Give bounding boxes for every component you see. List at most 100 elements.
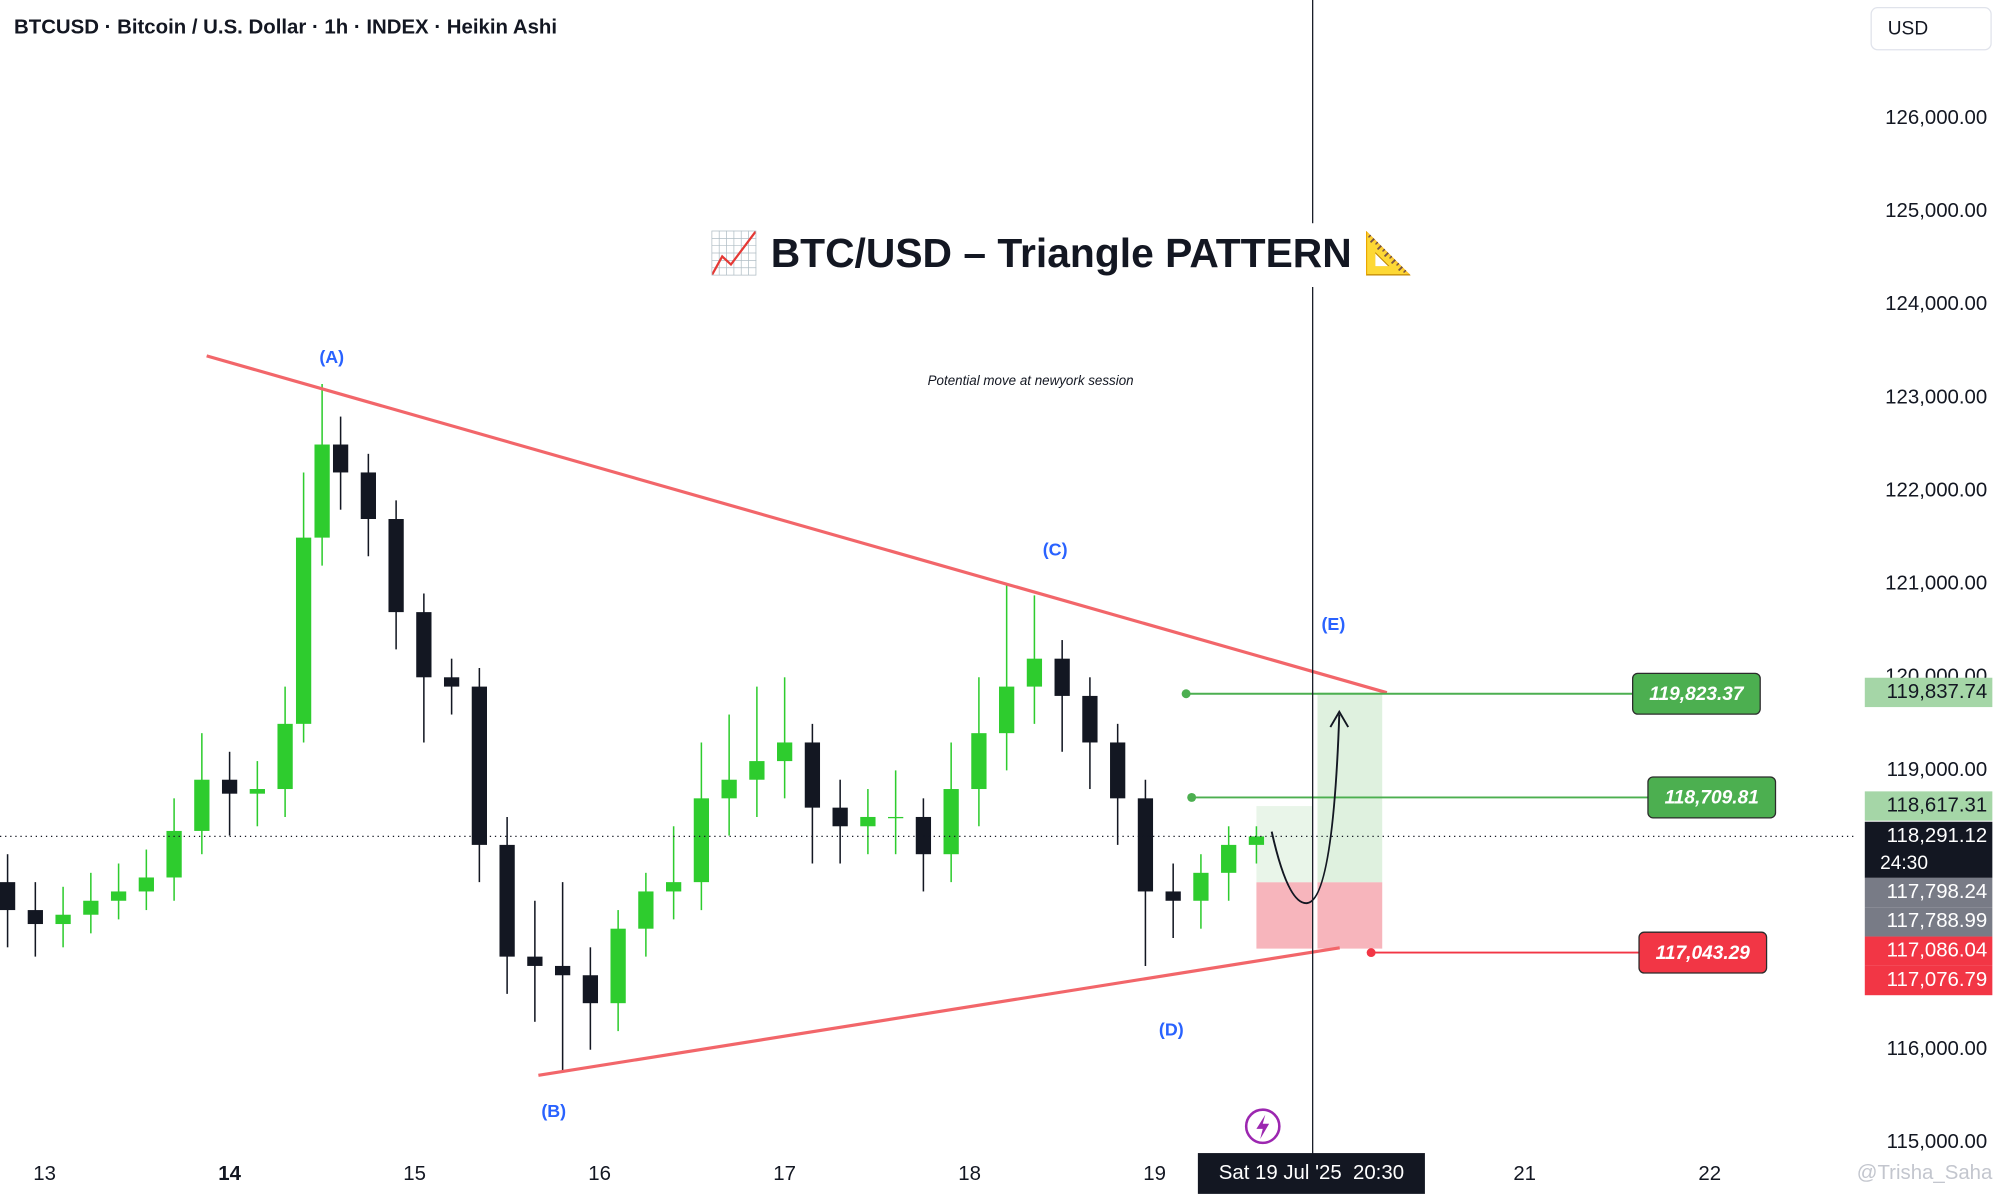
y-tick-label: 125,000.00 xyxy=(1885,200,1987,222)
chart-title: 📈 BTC/USD – Triangle PATTERN 📐 xyxy=(709,230,1414,276)
y-tick-label: 126,000.00 xyxy=(1885,107,1987,129)
plot-area xyxy=(0,354,1856,1077)
trendline xyxy=(538,946,1340,1077)
position-zone xyxy=(1256,882,1312,949)
title-backdrop xyxy=(695,223,1429,287)
currency-label[interactable]: USD xyxy=(1888,18,1928,39)
candle-body xyxy=(860,816,876,827)
candle-body xyxy=(749,761,765,780)
candle-body xyxy=(499,844,515,957)
target-label-box xyxy=(1638,931,1768,974)
crosshair-x-label-box xyxy=(1197,1153,1425,1194)
candle-body xyxy=(360,472,376,520)
target-dot xyxy=(1366,948,1376,958)
price-badge xyxy=(1864,791,1993,821)
candle-body xyxy=(1054,658,1070,696)
y-tick-label: 115,000.00 xyxy=(1887,1131,1988,1153)
wave-label: (A) xyxy=(319,347,344,367)
y-tick-label: 123,000.00 xyxy=(1885,386,1987,408)
crosshair-x-label: Sat 19 Jul '25 20:30 xyxy=(1219,1162,1404,1184)
target-dot xyxy=(1187,792,1197,802)
price-badge xyxy=(1864,877,1993,908)
candle-body xyxy=(1248,836,1265,845)
price-badge-label: 119,837.74 xyxy=(1887,681,1988,703)
candle-body xyxy=(915,816,932,855)
candle-body xyxy=(554,965,571,976)
candle-body xyxy=(249,789,265,794)
price-badge-label: 117,076.79 xyxy=(1887,969,1988,991)
y-tick-label: 124,000.00 xyxy=(1885,293,1987,315)
candle-body xyxy=(610,928,626,1004)
x-tick-label: 13 xyxy=(33,1163,56,1185)
candle-body xyxy=(888,816,904,819)
candle-body xyxy=(638,891,654,929)
target-label-box xyxy=(1632,672,1761,715)
candle-body xyxy=(443,677,460,687)
price-badge-label: 118,617.31 xyxy=(1887,794,1988,816)
wave-label: (B) xyxy=(541,1101,566,1121)
candle-body xyxy=(1193,872,1209,901)
overlay: 119,823.37 118,709.81 117,043.29 (A) (B) (C) (… xyxy=(319,0,1777,1161)
candle-body xyxy=(194,779,210,831)
price-badge-label: 118,291.12 xyxy=(1887,825,1988,847)
watermark: @Trisha_Saha xyxy=(1857,1162,1993,1184)
x-tick-label: 14 xyxy=(218,1163,241,1185)
y-tick-label: 122,000.00 xyxy=(1885,479,1987,501)
event-icon-bolt xyxy=(1256,1114,1270,1140)
candle-body xyxy=(332,444,349,473)
candle-body xyxy=(1137,798,1154,892)
candle-body xyxy=(971,733,987,790)
candle-body xyxy=(1165,891,1181,901)
currency-button[interactable] xyxy=(1870,7,1992,51)
candle-body xyxy=(666,882,682,892)
candle-body xyxy=(416,612,432,678)
symbol-header: BTCUSD · Bitcoin / U.S. Dollar · 1h · IN… xyxy=(14,16,557,38)
price-badge-label: 117,798.24 xyxy=(1887,881,1988,903)
candle-body xyxy=(1082,695,1098,743)
candle-body xyxy=(777,742,793,762)
candle-body xyxy=(943,789,959,855)
candle-body xyxy=(110,891,127,901)
x-tick-label: 22 xyxy=(1698,1163,1721,1185)
candle-body xyxy=(527,956,543,966)
projection-arrowhead xyxy=(1329,709,1350,728)
candle-body xyxy=(388,519,404,613)
candle-body xyxy=(721,779,737,799)
price-badge xyxy=(1864,936,1993,966)
candle-body xyxy=(277,723,293,790)
price-badge xyxy=(1864,965,1993,996)
candle-body xyxy=(582,975,599,1004)
price-badge xyxy=(1864,821,1993,878)
x-tick-label: 16 xyxy=(588,1163,611,1185)
candle-body xyxy=(166,830,182,878)
x-tick-label: 18 xyxy=(958,1163,981,1185)
candle-body xyxy=(1110,742,1126,799)
candle-body xyxy=(138,877,154,892)
price-badge-label: 117,086.04 xyxy=(1887,940,1988,962)
candle-body xyxy=(471,686,488,845)
candle-body xyxy=(221,779,238,794)
candle-body xyxy=(804,742,821,808)
countdown: 24:30 xyxy=(1880,853,1928,874)
position-zone xyxy=(1256,806,1312,883)
price-badge-label: 117,788.99 xyxy=(1887,910,1988,932)
candle-body xyxy=(0,882,16,911)
x-tick-label: 15 xyxy=(403,1163,426,1185)
candle-body xyxy=(693,798,710,883)
target-label: 118,709.81 xyxy=(1665,788,1759,809)
target-dot xyxy=(1181,689,1191,699)
y-tick-label: 121,000.00 xyxy=(1885,573,1987,595)
target-label: 117,043.29 xyxy=(1656,943,1751,964)
candle-body xyxy=(999,686,1015,734)
candle-body xyxy=(1221,844,1237,873)
candle-body xyxy=(55,914,71,925)
candle-body xyxy=(832,807,848,827)
candle-body xyxy=(1026,658,1043,687)
trendline xyxy=(206,354,1388,695)
y-tick-label: 119,000.00 xyxy=(1887,759,1988,781)
price-badge xyxy=(1864,907,1993,937)
x-tick-label: 21 xyxy=(1513,1163,1536,1185)
